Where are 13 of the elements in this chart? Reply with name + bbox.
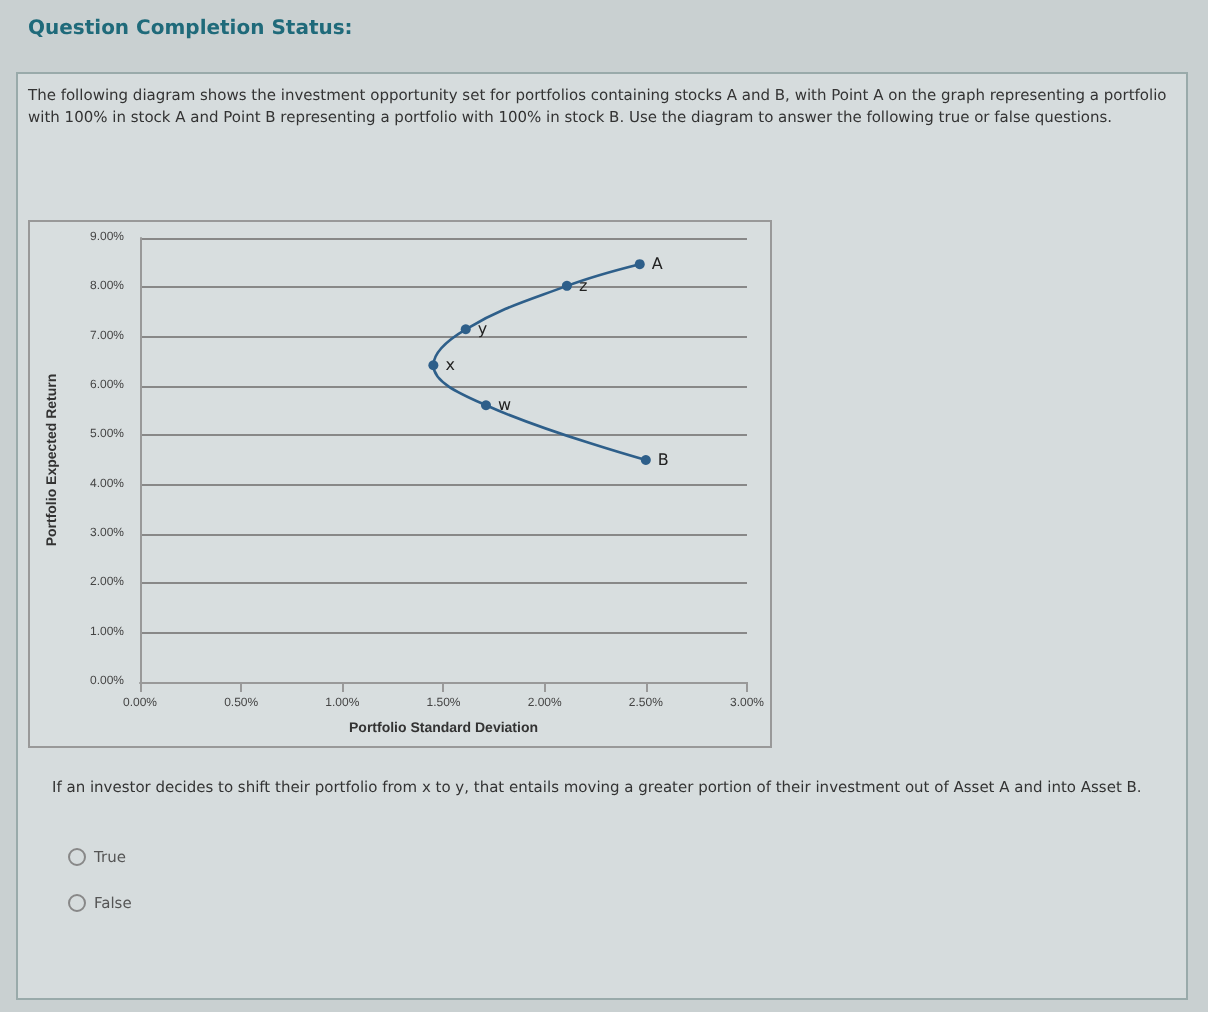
annotation: x (445, 356, 456, 375)
chart-title: Question Completion Status: (28, 18, 353, 40)
annotation: y (477, 320, 488, 339)
point (561, 280, 572, 291)
point (640, 455, 651, 465)
point (480, 400, 491, 411)
annotation: B (657, 451, 669, 469)
point (460, 324, 471, 335)
annotation: A (651, 255, 664, 274)
annotation: w (497, 396, 512, 415)
annotation: z (578, 276, 588, 295)
point (634, 259, 645, 270)
point (428, 360, 439, 371)
